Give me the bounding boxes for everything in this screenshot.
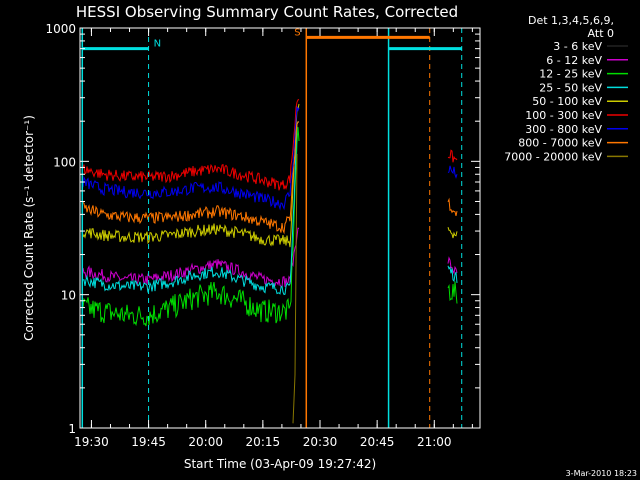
legend-header: Det 1,3,4,5,6,9,: [528, 14, 614, 27]
x-tick-label: 21:00: [417, 435, 452, 449]
chart-title: HESSI Observing Summary Count Rates, Cor…: [76, 3, 458, 21]
legend-label: 7000 - 20000 keV: [504, 150, 602, 163]
series-800-7000keV: [82, 121, 458, 235]
series-line: [82, 121, 458, 235]
x-tick-label: 19:45: [131, 435, 166, 449]
x-tick-label: 20:45: [360, 435, 395, 449]
series-line: [82, 127, 458, 327]
series-3-6keV: [82, 273, 458, 336]
legend-label: 6 - 12 keV: [546, 54, 602, 67]
footer-timestamp: 3-Mar-2010 18:23: [566, 469, 637, 478]
series-12-25keV: [82, 127, 458, 327]
series-line: [292, 153, 298, 424]
legend-label: 12 - 25 keV: [539, 68, 602, 81]
series-6-12keV: [82, 227, 458, 288]
legend-label: 800 - 7000 keV: [518, 137, 602, 150]
legend-header: Att 0: [588, 27, 614, 40]
series-100-300keV: [82, 99, 458, 191]
series-25-50keV: [82, 121, 458, 296]
series-7000-20000keV: [292, 153, 298, 424]
series-line: [82, 99, 458, 191]
plot-frame: [79, 27, 481, 429]
y-axis-label: Corrected Count Rate (s⁻¹ detector⁻¹): [22, 115, 36, 341]
x-tick-label: 20:30: [303, 435, 338, 449]
annotation-label: N: [154, 39, 161, 50]
legend-label: 25 - 50 keV: [539, 81, 602, 94]
x-tick-label: 20:15: [246, 435, 281, 449]
series-line: [82, 103, 458, 248]
y-tick-label: 1000: [45, 22, 76, 36]
y-tick-label: 10: [61, 289, 76, 303]
y-tick-label: 100: [53, 155, 76, 169]
x-tick-label: 19:30: [74, 435, 109, 449]
series-line: [82, 121, 458, 296]
annotation-label: S: [294, 27, 300, 38]
series-line: [82, 227, 458, 288]
series-line: [82, 106, 458, 211]
x-axis-label: Start Time (03-Apr-09 19:27:42): [184, 457, 376, 471]
y-tick-label: 1: [68, 422, 76, 436]
legend-label: 50 - 100 keV: [532, 95, 602, 108]
series-50-100keV: [82, 103, 458, 248]
series-300-800keV: [82, 106, 458, 211]
x-tick-label: 20:00: [188, 435, 223, 449]
legend-label: 100 - 300 keV: [525, 109, 602, 122]
axis-layer: 19:30 19:45 20:00 20:15 20:30 20:45 21:00 1 10 10…: [45, 22, 481, 449]
legend-label: 3 - 6 keV: [553, 40, 602, 53]
series-line: [82, 273, 458, 336]
series-layer: [82, 99, 458, 424]
marker-layer: NS: [81, 27, 463, 428]
legend-label: 300 - 800 keV: [525, 123, 602, 136]
